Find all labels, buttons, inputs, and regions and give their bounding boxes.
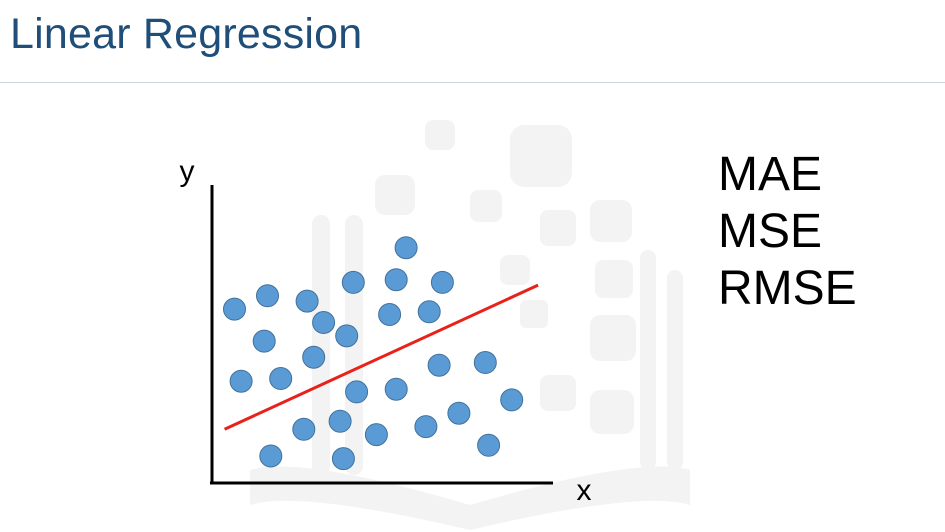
data-point — [430, 270, 454, 294]
data-point — [447, 401, 471, 425]
data-point — [229, 369, 253, 393]
data-point — [378, 302, 402, 326]
data-point — [394, 236, 418, 260]
data-point — [252, 329, 276, 353]
data-point — [341, 270, 365, 294]
title-divider — [0, 82, 945, 83]
data-point — [473, 351, 497, 375]
data-point — [331, 447, 355, 471]
x-axis-label: x — [577, 474, 592, 507]
data-point — [345, 380, 369, 404]
data-point — [414, 415, 438, 439]
metric-mae: MAE — [718, 148, 823, 201]
data-point — [427, 353, 451, 377]
data-point — [312, 310, 336, 334]
data-point — [292, 417, 316, 441]
data-point — [384, 377, 408, 401]
metrics-list: MAE MSE RMSE — [718, 146, 857, 317]
data-point — [417, 300, 441, 324]
data-points — [223, 236, 524, 471]
data-point — [500, 388, 524, 412]
data-point — [259, 444, 283, 468]
data-point — [256, 284, 279, 308]
data-point — [302, 345, 326, 369]
data-point — [223, 297, 246, 321]
data-point — [384, 268, 408, 292]
metric-rmse: RMSE — [718, 262, 857, 315]
data-point — [477, 433, 501, 457]
slide-title: Linear Regression — [10, 10, 363, 58]
metric-mse: MSE — [718, 205, 823, 258]
data-point — [269, 367, 293, 391]
y-axis-label: y — [180, 155, 195, 188]
data-point — [364, 423, 388, 447]
data-point — [295, 289, 319, 313]
data-point — [335, 324, 359, 348]
regression-line — [223, 283, 539, 431]
data-point — [328, 409, 352, 433]
